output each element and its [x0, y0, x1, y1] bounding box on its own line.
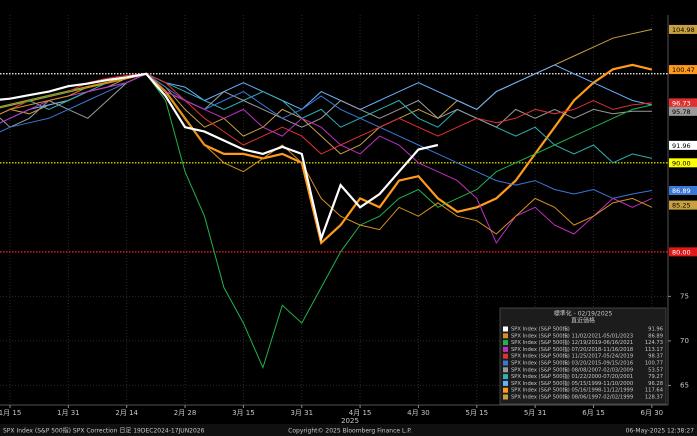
legend-label: SPX Index (S&P 500指) 05/16/1998-11/12/19…	[511, 386, 633, 394]
x-tick-label: 4月 15	[349, 409, 372, 417]
series-line	[0, 73, 653, 244]
series-line	[0, 73, 652, 155]
price-tag	[669, 65, 697, 75]
price-tag	[669, 247, 697, 257]
legend-value: 98.37	[648, 354, 663, 360]
price-tag	[669, 200, 697, 210]
x-tick-label: 6月 15	[582, 409, 605, 417]
legend-label: SPX Index (S&P 500指) 11/02/2021-05/01/20…	[511, 331, 633, 339]
legend-title: 標準化 - 02/19/2025	[554, 310, 613, 318]
footer-right: 06-May-2025 12:38:27	[626, 428, 695, 435]
price-tag	[669, 98, 697, 108]
y-tick-label: 65	[680, 381, 689, 389]
legend-label: SPX Index (S&P 500指) 08/06/1997-02/02/19…	[511, 393, 633, 401]
series-line	[0, 73, 653, 164]
price-tag	[669, 140, 697, 150]
legend-subtitle: 直近価格	[571, 317, 595, 325]
legend-value: 79.27	[648, 374, 663, 380]
price-tag-label: 104.98	[672, 26, 695, 34]
legend-label: SPX Index (S&P 500指) 11/25/2017-05/24/20…	[511, 352, 633, 360]
year-label: 2025	[341, 417, 359, 425]
legend-swatch	[503, 374, 508, 380]
price-tag-label: 86.89	[672, 187, 691, 195]
legend-swatch	[503, 387, 508, 393]
legend-label: SPX Index (S&P 500指) 12/19/2019-06/16/20…	[511, 338, 633, 346]
price-tag-label: 95.78	[672, 108, 691, 116]
x-tick-label: 1月 31	[57, 409, 80, 417]
x-tick-label: 1月 15	[0, 409, 21, 417]
series-line	[0, 73, 652, 199]
legend-swatch	[503, 367, 508, 373]
legend-label: SPX Index (S&P 500指) 07/20/2018-11/16/20…	[511, 345, 633, 353]
legend-swatch	[503, 394, 508, 400]
legend-box	[499, 307, 667, 405]
price-tag	[669, 158, 697, 168]
x-tick-label: 2月 14	[115, 409, 138, 417]
series-line	[0, 73, 652, 128]
x-tick-label: 3月 31	[290, 409, 313, 417]
legend-swatch	[503, 360, 508, 366]
legend-value: 117.64	[645, 388, 664, 394]
x-tick-label: 5月 15	[466, 409, 489, 417]
x-tick-label: 5月 31	[524, 409, 547, 417]
price-tag-label: 100.47	[672, 66, 695, 74]
legend-label: SPX Index (S&P 500指)	[511, 325, 570, 333]
price-tag	[669, 186, 697, 195]
legend-value: 96.28	[648, 381, 663, 387]
legend-value: 53.57	[648, 367, 663, 373]
price-tag-label: 85.25	[672, 202, 691, 210]
x-tick-label: 6月 30	[641, 409, 664, 417]
price-tag	[669, 24, 697, 34]
legend-value: 113.17	[645, 347, 663, 353]
legend-label: SPX Index (S&P 500指) 03/20/2015-09/15/20…	[511, 359, 633, 367]
legend-value: 86.89	[648, 333, 663, 339]
y-tick-label: 70	[680, 337, 689, 345]
price-tag-label: 91.96	[672, 142, 691, 150]
series-line	[0, 72, 439, 243]
footer-left: SPX Index (S&P 500指) SPX Correction 日足 1…	[3, 427, 205, 435]
price-tag	[669, 106, 697, 116]
legend-swatch	[503, 326, 508, 332]
legend-value: 91.96	[648, 327, 663, 333]
legend-swatch	[503, 353, 508, 359]
footer-center: Copyright© 2025 Bloomberg Finance L.P.	[288, 428, 412, 435]
legend-value: 128.37	[645, 395, 663, 401]
legend-label: SPX Index (S&P 500指) 08/08/2007-02/03/20…	[511, 365, 633, 373]
x-tick-label: 2月 28	[174, 409, 197, 417]
legend-label: SPX Index (S&P 500指) 01/22/2000-07/20/20…	[511, 372, 633, 380]
price-tag-label: 96.73	[672, 99, 691, 107]
x-tick-label: 4月 30	[407, 409, 430, 417]
series-group	[0, 28, 653, 370]
legend-swatch	[503, 340, 508, 346]
x-tick-label: 3月 15	[232, 409, 255, 417]
legend-value: 124.73	[645, 340, 663, 346]
legend-label: SPX Index (S&P 500指) 05/15/1999-11/10/20…	[511, 379, 633, 387]
legend-swatch	[503, 380, 508, 386]
price-tag-label: 90.00	[672, 159, 691, 167]
y-tick-label: 75	[680, 292, 689, 300]
legend-value: 100.77	[645, 361, 663, 367]
legend-swatch	[503, 346, 508, 352]
footer-bar	[0, 424, 697, 436]
legend-swatch	[503, 333, 508, 339]
series-line	[0, 73, 653, 235]
price-tag-label: 80.00	[672, 248, 691, 256]
